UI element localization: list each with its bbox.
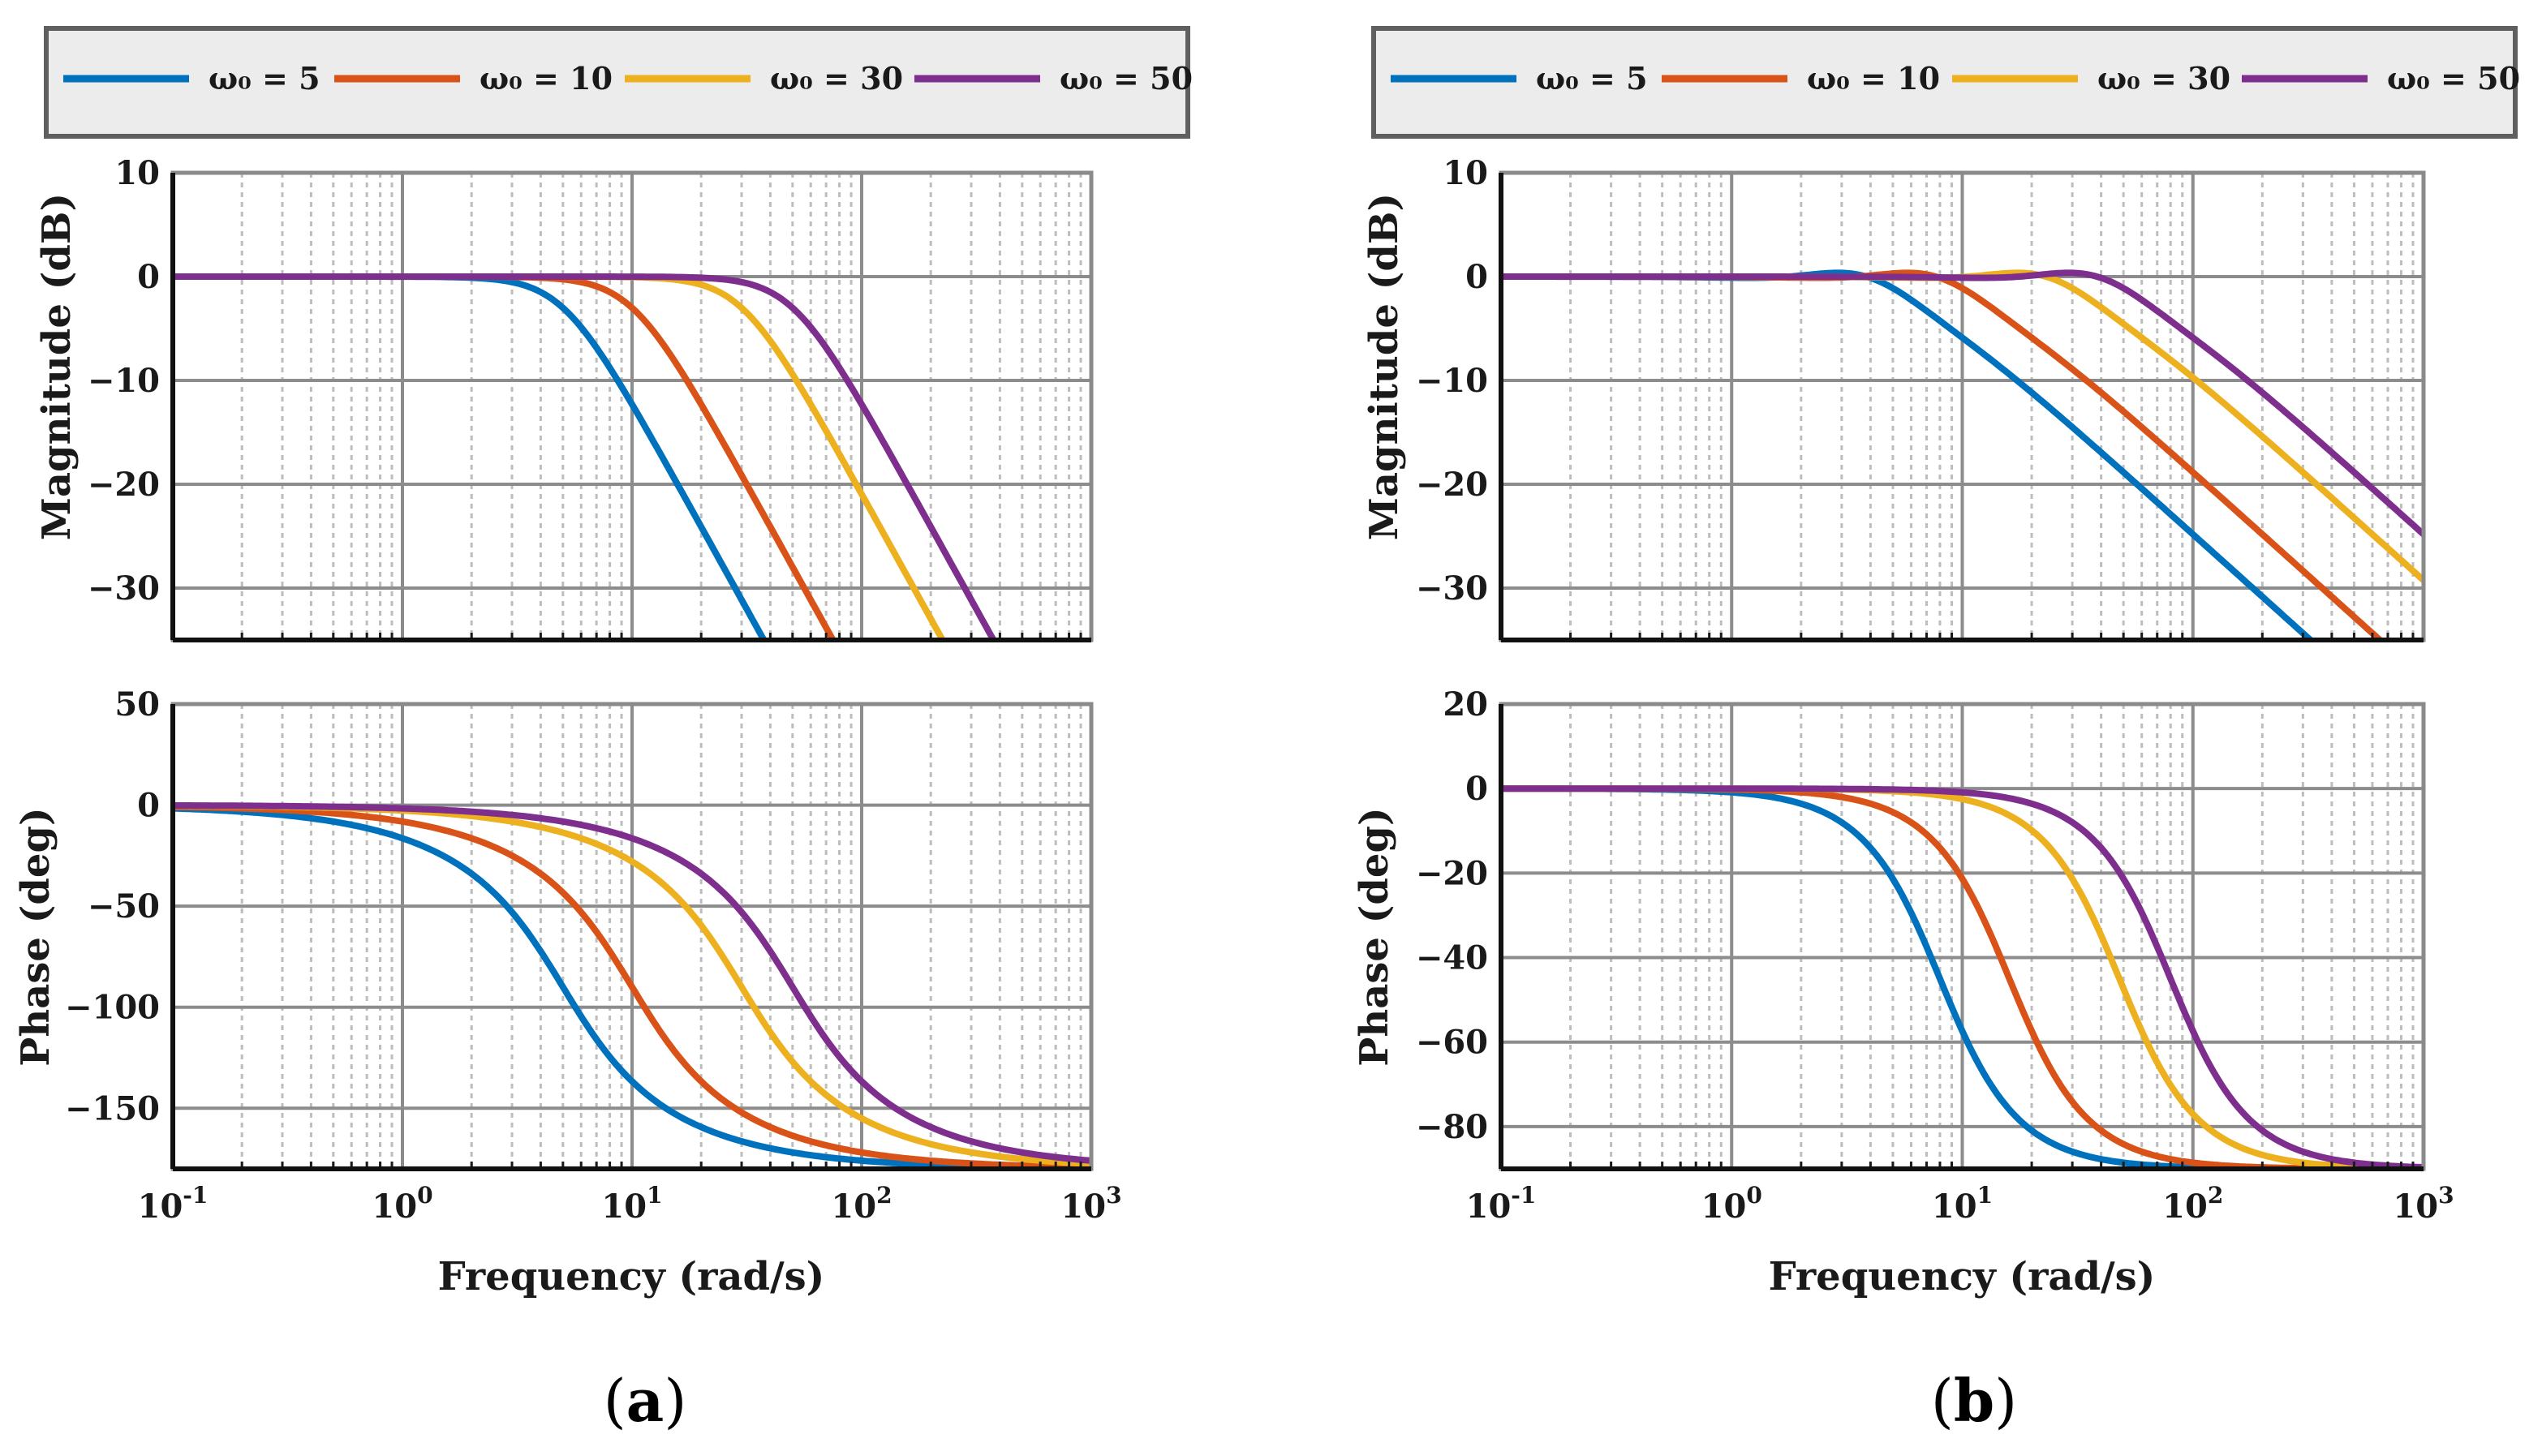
phase-plot-b: 20 0 −20 −40 −60 −80 10-1 100 101 102 103 Phase (…	[1352, 685, 2454, 1299]
y-tick-label: −150	[65, 1089, 160, 1127]
caption-letter: b	[1954, 1366, 1994, 1435]
legend-label: ω₀ = 5	[1536, 60, 1648, 97]
y-tick-label: 0	[137, 787, 160, 825]
legend-entry-w10: ω₀ = 10	[1662, 60, 1940, 97]
x-axis-label: Frequency (rad/s)	[1769, 1254, 2156, 1299]
data-lines	[1501, 269, 2424, 640]
panel-b: ω₀ = 5 ω₀ = 10 ω₀ = 30 ω₀ = 50 100−10−20…	[1352, 26, 2520, 1435]
y-tick-label: 50	[114, 685, 160, 724]
y-tick-label: −40	[1416, 939, 1488, 977]
legend-entry-w5: ω₀ = 5	[63, 60, 320, 97]
x-tick-label: 101	[1932, 1182, 1993, 1226]
legend-label: ω₀ = 30	[2097, 60, 2230, 97]
series-line-w50	[1501, 269, 2424, 537]
y-tick-label: 10	[114, 154, 160, 192]
x-tick-label: 102	[2162, 1182, 2223, 1226]
legend-entry-w10: ω₀ = 10	[334, 60, 613, 97]
phase-plot-a: 50 0 −50 −100 −150 10-1 100 101 102 103 Phase (d…	[13, 685, 1122, 1299]
magnitude-plot-a: 10 0 −10 −20 −30 Magnitude (dB)	[34, 154, 1094, 642]
y-tick-label: 20	[1443, 685, 1488, 724]
x-tick-labels: 10-1 100 101 102 103	[138, 1182, 1122, 1226]
y-axis-label: Magnitude (dB)	[34, 193, 80, 540]
y-tick-label: −20	[88, 466, 160, 504]
series-line-w50	[1501, 785, 2424, 1169]
x-tick-labels: 10-1 100 101 102 103	[1466, 1182, 2454, 1226]
y-axis-label: Phase (deg)	[13, 807, 58, 1066]
data-lines	[173, 802, 1091, 1169]
x-tick-label: 101	[601, 1182, 662, 1226]
x-tick-label: 103	[2393, 1182, 2454, 1226]
legend-entry-w5: ω₀ = 5	[1391, 60, 1648, 97]
y-tick-label: −30	[88, 569, 160, 608]
y-tick-label: −20	[1416, 466, 1488, 504]
y-tick-labels: 10 0 −10 −20 −30	[88, 154, 160, 608]
axes-frame	[170, 170, 1094, 642]
y-tick-label: −100	[65, 989, 160, 1027]
y-tick-label: −20	[1416, 854, 1488, 892]
y-tick-label: 0	[1465, 770, 1488, 808]
x-tick-label: 10-1	[1466, 1182, 1537, 1226]
x-tick-label: 100	[1701, 1182, 1762, 1226]
magnitude-plot-b: 10 0 −10 −20 −30 Magnitude (dB)	[1361, 154, 2426, 642]
x-tick-label: 10-1	[138, 1182, 209, 1226]
legend-label: ω₀ = 10	[480, 60, 613, 97]
panel-a: ω₀ = 5 ω₀ = 10 ω₀ = 30 ω₀ = 50 100−10−20…	[13, 26, 1193, 1435]
legend-b: ω₀ = 5 ω₀ = 10 ω₀ = 30 ω₀ = 50	[1371, 26, 2520, 139]
x-axis-label: Frequency (rad/s)	[438, 1254, 825, 1299]
legend-label: ω₀ = 30	[770, 60, 903, 97]
legend-label: ω₀ = 50	[1060, 60, 1193, 97]
y-tick-label: −80	[1416, 1108, 1488, 1146]
legend-entry-w50: ω₀ = 50	[914, 60, 1193, 97]
y-tick-label: 10	[1443, 154, 1488, 192]
legend-entry-w50: ω₀ = 50	[2242, 60, 2520, 97]
x-tick-label: 103	[1060, 1182, 1121, 1226]
grid	[1499, 702, 2425, 1169]
y-axis-label: Magnitude (dB)	[1361, 193, 1407, 540]
y-tick-labels: 50 0 −50 −100 −150	[65, 685, 160, 1127]
caption-a: (a)	[604, 1366, 687, 1435]
axes-frame	[1499, 702, 2426, 1171]
caption-b: (b)	[1931, 1366, 2018, 1435]
grid	[171, 702, 1093, 1169]
series-line-w50	[173, 273, 997, 640]
y-axis-label: Phase (deg)	[1352, 807, 1397, 1066]
y-tick-labels: 20 0 −20 −40 −60 −80	[1416, 685, 1488, 1146]
y-tick-label: −10	[1416, 362, 1488, 400]
series-line-w50	[173, 802, 1091, 1164]
y-tick-label: −30	[1416, 569, 1488, 608]
y-tick-label: −60	[1416, 1024, 1488, 1062]
series-line-w5	[173, 805, 1091, 1169]
axes-frame	[170, 702, 1094, 1171]
legend-label: ω₀ = 10	[1807, 60, 1940, 97]
axes-frame	[1499, 170, 2426, 642]
y-tick-label: 0	[137, 258, 160, 296]
caption-letter: a	[626, 1366, 665, 1435]
data-lines	[173, 273, 997, 640]
legend-entry-w30: ω₀ = 30	[625, 60, 903, 97]
y-tick-label: 0	[1465, 258, 1488, 296]
legend-label: ω₀ = 5	[209, 60, 320, 97]
grid	[171, 171, 1093, 640]
y-tick-label: −50	[88, 887, 160, 926]
legend-label: ω₀ = 50	[2387, 60, 2520, 97]
y-tick-label: −10	[88, 362, 160, 400]
y-tick-labels: 10 0 −10 −20 −30	[1416, 154, 1488, 608]
legend-a: ω₀ = 5 ω₀ = 10 ω₀ = 30 ω₀ = 50	[44, 26, 1193, 139]
grid	[1499, 171, 2425, 640]
legend-entry-w30: ω₀ = 30	[1952, 60, 2230, 97]
x-tick-label: 100	[372, 1182, 432, 1226]
series-line-w10	[173, 803, 1091, 1169]
x-tick-label: 102	[831, 1182, 892, 1226]
